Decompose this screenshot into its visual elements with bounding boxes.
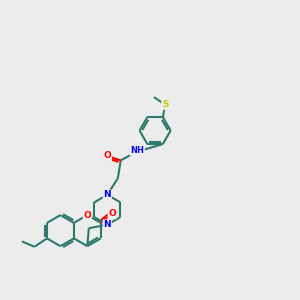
Text: O: O xyxy=(83,211,91,220)
Text: O: O xyxy=(103,152,111,160)
Text: N: N xyxy=(103,220,111,229)
Text: O: O xyxy=(108,209,116,218)
Text: N: N xyxy=(103,190,111,199)
Text: S: S xyxy=(162,100,169,109)
Text: NH: NH xyxy=(130,146,144,155)
